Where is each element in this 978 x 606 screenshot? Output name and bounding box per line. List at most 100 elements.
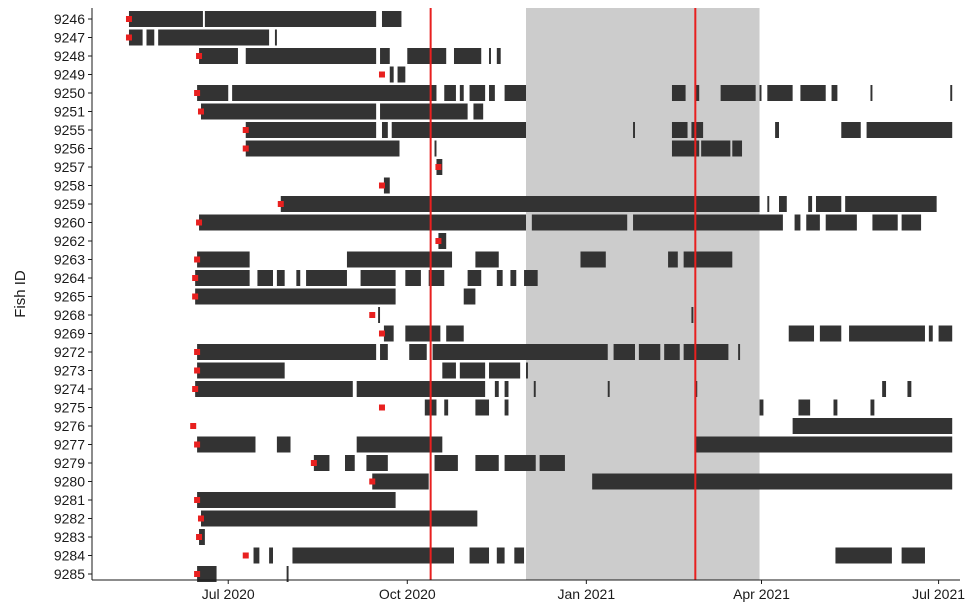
detection-bar xyxy=(732,140,743,157)
detection-bar xyxy=(409,344,427,360)
y-tick-label: 9255 xyxy=(54,122,85,138)
detection-bar xyxy=(526,362,528,379)
tagging-point xyxy=(242,145,249,152)
detection-bar xyxy=(197,436,256,453)
fish-row-9255 xyxy=(245,122,953,138)
detection-bars-layer xyxy=(128,11,953,582)
detection-bar xyxy=(197,566,217,582)
detection-bar xyxy=(467,270,482,286)
detection-bar xyxy=(383,177,390,194)
detection-bar xyxy=(691,307,694,323)
tagging-point xyxy=(378,404,385,411)
detection-bar xyxy=(938,325,953,342)
detection-bar xyxy=(767,196,770,212)
tagging-point xyxy=(242,127,249,133)
y-tick-label: 9283 xyxy=(54,529,85,545)
detection-bar xyxy=(738,344,741,360)
detection-bar xyxy=(779,196,787,212)
fish-row-9285 xyxy=(197,566,289,582)
detection-bar xyxy=(849,325,925,342)
y-tick-label: 9256 xyxy=(54,141,85,157)
tagging-point xyxy=(369,478,376,485)
detection-bar xyxy=(592,473,953,490)
detection-bar xyxy=(510,270,517,286)
detection-bar xyxy=(701,140,731,157)
y-tick-label: 9248 xyxy=(54,48,85,64)
detection-bar xyxy=(197,251,250,268)
detection-bar xyxy=(286,566,289,582)
y-tick-label: 9275 xyxy=(54,400,85,416)
detection-bar xyxy=(633,122,635,138)
detection-bar xyxy=(475,399,490,416)
fish-row-9260 xyxy=(199,214,922,231)
detection-bar xyxy=(442,362,456,379)
tagging-point xyxy=(194,367,201,374)
tagging-point xyxy=(242,552,249,559)
detection-bar xyxy=(872,214,898,231)
y-tick-label: 9246 xyxy=(54,11,85,27)
detection-bar xyxy=(372,473,429,490)
x-tick-label: Oct 2020 xyxy=(379,586,436,602)
fish-row-9277 xyxy=(197,436,953,453)
y-tick-label: 9285 xyxy=(54,566,85,582)
fish-row-9268 xyxy=(378,307,694,323)
detection-bar xyxy=(313,455,330,471)
detection-bar xyxy=(432,344,608,360)
y-ticks-layer: 9246 9247 9248 9249 9250 9251 9255 9256 9257 9258… xyxy=(54,11,92,582)
y-tick-label: 9272 xyxy=(54,344,85,360)
detection-bar xyxy=(759,85,762,101)
detection-bar xyxy=(475,455,499,471)
detection-bar xyxy=(459,362,486,379)
detection-bar xyxy=(496,547,505,564)
detection-bar xyxy=(360,270,396,286)
y-tick-label: 9265 xyxy=(54,289,85,305)
detection-bar xyxy=(128,11,203,27)
tagging-point xyxy=(435,164,442,170)
detection-bar xyxy=(200,510,478,527)
detection-bar xyxy=(380,103,468,120)
y-tick-label: 9257 xyxy=(54,159,85,175)
tagging-point xyxy=(196,534,203,540)
detection-bar xyxy=(825,214,857,231)
detection-bar xyxy=(428,270,445,286)
detection-bar xyxy=(671,122,688,138)
detection-bar xyxy=(870,85,873,101)
y-tick-label: 9284 xyxy=(54,548,85,564)
detection-bar xyxy=(473,103,484,120)
fish-row-9246 xyxy=(128,11,402,27)
detection-bar xyxy=(866,122,953,138)
detection-bar xyxy=(200,103,377,120)
fish-row-9259 xyxy=(280,196,937,212)
detection-bar xyxy=(792,418,953,434)
detection-bar xyxy=(389,66,394,83)
detection-bar xyxy=(356,381,486,397)
y-tick-label: 9247 xyxy=(54,30,85,46)
detection-bar xyxy=(870,399,875,416)
detection-bar xyxy=(504,455,536,471)
tagging-point xyxy=(194,497,201,503)
x-tick-label: Apr 2021 xyxy=(733,586,790,602)
fish-row-9249 xyxy=(389,66,406,83)
detection-bar xyxy=(496,48,501,64)
detection-bar xyxy=(280,196,760,212)
x-tick-label: Jul 2020 xyxy=(202,586,255,602)
detection-bar xyxy=(907,381,912,397)
detection-bar xyxy=(405,325,441,342)
detection-bar xyxy=(397,66,406,83)
detection-bar xyxy=(197,85,229,101)
detection-bar xyxy=(391,122,526,138)
tagging-point xyxy=(194,349,201,355)
detection-bar xyxy=(380,344,388,360)
detection-bar xyxy=(833,399,838,416)
y-tick-label: 9269 xyxy=(54,326,85,342)
fish-row-9284 xyxy=(253,547,925,564)
detection-bar xyxy=(819,325,842,342)
detection-bar xyxy=(253,547,260,564)
detection-bar xyxy=(245,122,377,138)
detection-bar xyxy=(453,48,482,64)
detection-bar xyxy=(475,251,499,268)
tagging-point xyxy=(378,71,385,78)
detection-bar xyxy=(841,122,861,138)
detection-bar xyxy=(524,270,538,286)
detection-bar xyxy=(798,399,811,416)
